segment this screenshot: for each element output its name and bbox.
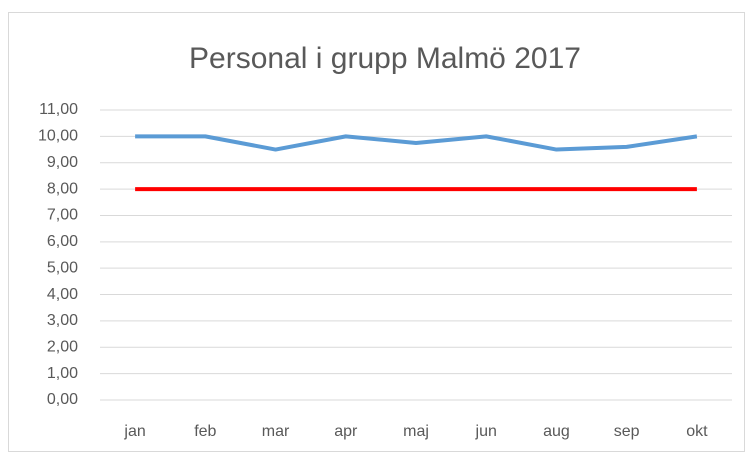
x-tick-label: feb bbox=[194, 423, 216, 440]
y-tick-label: 10,00 bbox=[38, 128, 78, 145]
y-tick-label: 1,00 bbox=[47, 365, 78, 382]
y-tick-label: 4,00 bbox=[47, 286, 78, 303]
x-tick-label: mar bbox=[262, 423, 290, 440]
x-tick-label: aug bbox=[543, 423, 570, 440]
y-tick-label: 8,00 bbox=[47, 180, 78, 197]
y-tick-label: 5,00 bbox=[47, 259, 78, 276]
x-tick-label: apr bbox=[334, 423, 358, 440]
x-tick-label: jan bbox=[123, 423, 145, 440]
x-tick-label: jun bbox=[475, 423, 497, 440]
x-tick-label: sep bbox=[614, 423, 640, 440]
x-tick-label: maj bbox=[403, 423, 429, 440]
y-tick-label: 6,00 bbox=[47, 233, 78, 250]
y-tick-label: 7,00 bbox=[47, 207, 78, 224]
y-tick-label: 3,00 bbox=[47, 312, 78, 329]
y-tick-label: 9,00 bbox=[47, 154, 78, 171]
y-tick-label: 2,00 bbox=[47, 338, 78, 355]
x-tick-label: okt bbox=[686, 423, 708, 440]
y-tick-label: 11,00 bbox=[39, 101, 78, 118]
chart-title: Personal i grupp Malmö 2017 bbox=[189, 42, 581, 75]
y-tick-label: 0,00 bbox=[47, 391, 78, 408]
chart-border bbox=[8, 12, 745, 452]
series-line bbox=[135, 134, 698, 152]
